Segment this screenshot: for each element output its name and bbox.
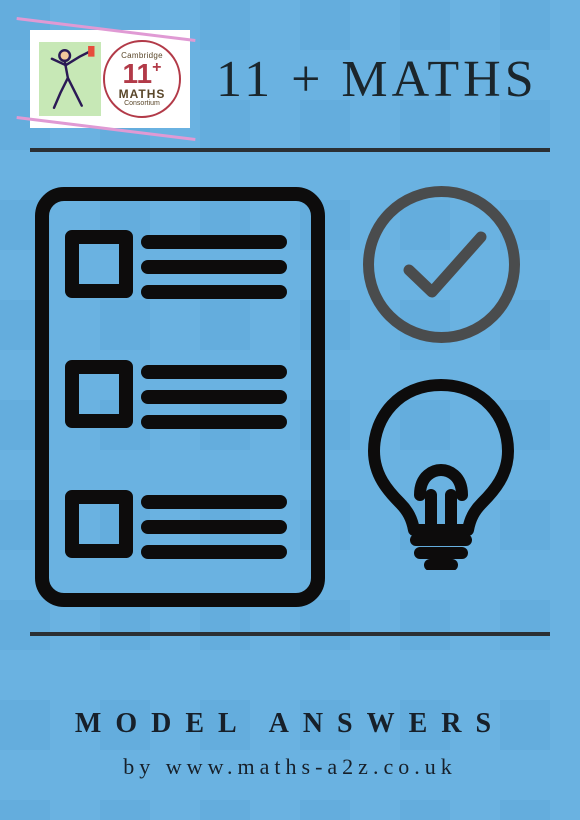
badge-mid: 11+ xyxy=(123,60,162,88)
page-title: 11 + MATHS xyxy=(216,50,538,109)
illustration-area xyxy=(0,152,580,632)
badge: Cambridge 11+ MATHS Consortium xyxy=(103,40,181,118)
badge-bot: Consortium xyxy=(124,100,160,107)
right-column xyxy=(354,182,529,570)
page: Cambridge 11+ MATHS Consortium 11 + MATH… xyxy=(0,0,580,820)
lightbulb-icon xyxy=(354,375,529,570)
footer-title: MODEL ANSWERS xyxy=(0,708,580,740)
logo: Cambridge 11+ MATHS Consortium xyxy=(30,30,190,128)
check-circle-icon xyxy=(359,182,524,347)
header: Cambridge 11+ MATHS Consortium 11 + MATH… xyxy=(0,0,580,148)
checklist-icon xyxy=(30,182,330,612)
footer: MODEL ANSWERS by www.maths-a2z.co.uk xyxy=(0,708,580,780)
divider-bottom xyxy=(30,632,550,636)
footer-byline: by www.maths-a2z.co.uk xyxy=(0,754,580,780)
runner-icon xyxy=(39,42,101,116)
badge-maths: MATHS xyxy=(119,88,166,100)
